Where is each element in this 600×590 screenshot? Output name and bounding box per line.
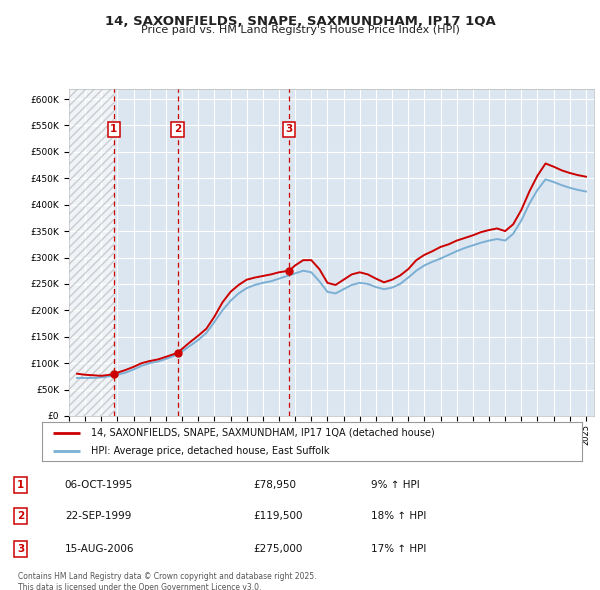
Text: 14, SAXONFIELDS, SNAPE, SAXMUNDHAM, IP17 1QA (detached house): 14, SAXONFIELDS, SNAPE, SAXMUNDHAM, IP17… (91, 428, 434, 438)
Text: £275,000: £275,000 (253, 544, 302, 554)
Text: Contains HM Land Registry data © Crown copyright and database right 2025.
This d: Contains HM Land Registry data © Crown c… (18, 572, 317, 590)
Text: 9% ↑ HPI: 9% ↑ HPI (371, 480, 419, 490)
Text: 15-AUG-2006: 15-AUG-2006 (65, 544, 134, 554)
Text: HPI: Average price, detached house, East Suffolk: HPI: Average price, detached house, East… (91, 445, 329, 455)
Text: 3: 3 (286, 124, 293, 135)
Text: 1: 1 (17, 480, 25, 490)
Text: £78,950: £78,950 (253, 480, 296, 490)
Text: 1: 1 (110, 124, 118, 135)
Text: 22-SEP-1999: 22-SEP-1999 (65, 511, 131, 521)
Text: 2: 2 (174, 124, 181, 135)
Text: Price paid vs. HM Land Registry's House Price Index (HPI): Price paid vs. HM Land Registry's House … (140, 25, 460, 35)
Text: 3: 3 (17, 544, 25, 554)
Text: 17% ↑ HPI: 17% ↑ HPI (371, 544, 426, 554)
Text: 06-OCT-1995: 06-OCT-1995 (65, 480, 133, 490)
Text: £119,500: £119,500 (253, 511, 302, 521)
Text: 14, SAXONFIELDS, SNAPE, SAXMUNDHAM, IP17 1QA: 14, SAXONFIELDS, SNAPE, SAXMUNDHAM, IP17… (104, 15, 496, 28)
Bar (69, 88, 114, 416)
Text: 2: 2 (17, 511, 25, 521)
Text: 18% ↑ HPI: 18% ↑ HPI (371, 511, 426, 521)
